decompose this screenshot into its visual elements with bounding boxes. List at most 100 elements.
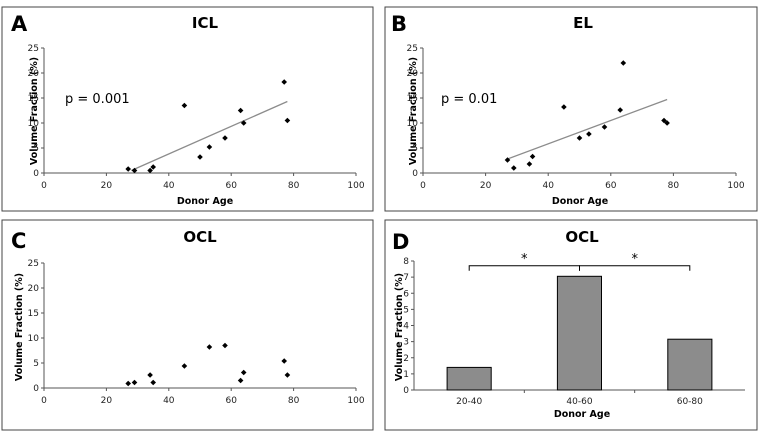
panel-b-x-tick-label: 100 xyxy=(727,181,744,191)
panel-a-data-point xyxy=(240,120,247,126)
panel-a-x-tick-label: 0 xyxy=(41,181,47,191)
panel-a-frame xyxy=(1,6,374,212)
panel-c-y-tick-label: 10 xyxy=(28,334,40,344)
panel-b-p-value: p = 0.01 xyxy=(441,92,497,107)
panel-a-y-tick-label: 15 xyxy=(28,94,39,104)
panel-b-letter: B xyxy=(391,12,407,36)
panel-d-title: OCL xyxy=(565,228,599,246)
panel-c-data-point xyxy=(240,369,247,376)
panel-d-xlabel: Donor Age xyxy=(554,409,610,420)
panel-c-frame xyxy=(1,219,374,431)
panel-b-y-tick-label: 5 xyxy=(412,144,418,154)
panel-a-xlabel: Donor Age xyxy=(177,196,233,207)
panel-d-y-tick-label: 6 xyxy=(403,289,409,299)
panel-b-ylabel: Volume Fraction (%) xyxy=(408,57,419,165)
panel-b-data-point xyxy=(664,120,670,126)
panel-d-category-label: 60-80 xyxy=(677,397,703,407)
panel-d-plot: 0 1 2 3 4 5 6 7 8 20-40 40-60 60-80 * * xyxy=(403,252,745,407)
panel-a-data-point xyxy=(150,164,156,170)
panel-b-data-point xyxy=(561,104,567,110)
panel-c-title: OCL xyxy=(183,228,217,246)
panel-b-x-tick-label: 80 xyxy=(668,181,680,191)
panel-b-x-tick-label: 40 xyxy=(542,181,554,191)
panel-a-data-point xyxy=(181,102,188,109)
panel-b-y-tick-label: 20 xyxy=(407,69,419,79)
panel-b-data-point xyxy=(576,135,583,141)
panel-a: A ICL Donor Age Volume Fraction (%) p = … xyxy=(1,6,374,212)
panel-a-data-point xyxy=(131,167,138,174)
panel-b-title: EL xyxy=(573,14,593,32)
panel-b-x-tick-label: 0 xyxy=(420,181,426,191)
panel-a-x-tick-label: 20 xyxy=(101,181,113,191)
panel-d-y-tick-label: 8 xyxy=(403,257,409,267)
panel-d-bar xyxy=(446,366,492,391)
panel-b-data-point xyxy=(529,153,536,160)
panel-c-y-tick-label: 20 xyxy=(28,284,40,294)
panel-a-y-tick-label: 5 xyxy=(33,144,39,154)
panel-c-y-tick-label: 0 xyxy=(33,384,39,394)
panel-c-x-tick-label: 20 xyxy=(101,396,113,406)
panel-b-y-tick-label: 25 xyxy=(407,44,418,54)
panel-b-y-tick-label: 0 xyxy=(412,169,418,179)
panel-b-data-point xyxy=(601,124,608,130)
panel-b: B EL Donor Age Volume Fraction (%) p = 0… xyxy=(384,6,758,212)
panel-c-data-point xyxy=(147,372,153,378)
panel-a-y-tick-label: 20 xyxy=(28,69,40,79)
panel-c-letter: C xyxy=(11,229,26,253)
panel-b-data-point xyxy=(617,107,623,113)
panel-d-ylabel: Volume Fraction (%) xyxy=(394,273,405,381)
panel-c-data-point xyxy=(237,377,244,384)
panel-d-bar xyxy=(556,275,603,391)
panel-c: C OCL Volume Fraction (%) 0 5 10 15 20 25 0 20 4… xyxy=(1,219,374,431)
panel-d-y-tick-label: 5 xyxy=(403,305,409,315)
panel-b-x-tick-label: 20 xyxy=(480,181,492,191)
panel-b-data-point xyxy=(661,117,667,124)
panel-d-significance-bracket xyxy=(579,265,691,271)
panel-a-data-point xyxy=(222,135,228,141)
panel-a-x-tick-label: 80 xyxy=(288,181,300,191)
panel-b-plot: 0 5 10 15 20 25 0 20 40 60 80 100 xyxy=(407,44,745,191)
panel-b-x-tick-label: 60 xyxy=(605,181,617,191)
panel-a-letter: A xyxy=(11,12,28,36)
panel-c-y-tick-label: 5 xyxy=(33,359,39,369)
panel-a-x-tick-label: 60 xyxy=(225,181,237,191)
panel-c-data-point xyxy=(222,342,228,349)
panel-c-ylabel: Volume Fraction (%) xyxy=(14,273,25,381)
panel-a-title: ICL xyxy=(192,14,219,32)
panel-b-xlabel: Donor Age xyxy=(552,196,608,207)
panel-b-data-point xyxy=(586,131,592,137)
panel-a-data-point xyxy=(147,167,153,174)
panel-b-data-point xyxy=(620,60,627,66)
panel-c-data-point xyxy=(125,380,131,387)
panel-c-x-tick-label: 80 xyxy=(288,396,300,406)
panel-a-y-tick-label: 0 xyxy=(33,169,39,179)
panel-c-data-point xyxy=(284,372,291,378)
panel-a-trendline xyxy=(131,100,288,172)
panel-c-data-point xyxy=(181,363,188,369)
panel-d-category-label: 40-60 xyxy=(566,397,592,407)
panel-a-data-point xyxy=(125,166,131,172)
panel-d-y-tick-label: 7 xyxy=(403,273,409,283)
panel-c-data-point xyxy=(150,379,156,386)
panel-a-x-tick-label: 100 xyxy=(347,181,364,191)
panel-a-ylabel: Volume Fraction (%) xyxy=(29,57,40,165)
panel-c-y-tick-label: 15 xyxy=(28,309,39,319)
panel-d-y-tick-label: 4 xyxy=(403,322,409,332)
panel-d-bar xyxy=(667,338,713,391)
panel-d: D OCL Donor Age Volume Fraction (%) 0 1 2 3… xyxy=(384,219,758,431)
panel-d-category-label: 20-40 xyxy=(456,397,482,407)
panel-b-data-point xyxy=(511,165,517,171)
panel-a-data-point xyxy=(281,79,287,85)
panel-b-data-point xyxy=(526,161,533,167)
panel-a-data-point xyxy=(206,144,213,150)
panel-b-frame xyxy=(384,6,758,212)
panel-a-p-value: p = 0.001 xyxy=(65,92,130,107)
panel-c-data-point xyxy=(131,379,138,386)
panel-d-significance-star: * xyxy=(521,252,528,267)
panel-a-data-point xyxy=(237,107,244,114)
panel-d-significance-star: * xyxy=(631,252,638,267)
panel-a-y-tick-label: 25 xyxy=(28,44,39,54)
panel-c-y-tick-label: 25 xyxy=(28,259,39,269)
panel-d-letter: D xyxy=(392,230,409,254)
